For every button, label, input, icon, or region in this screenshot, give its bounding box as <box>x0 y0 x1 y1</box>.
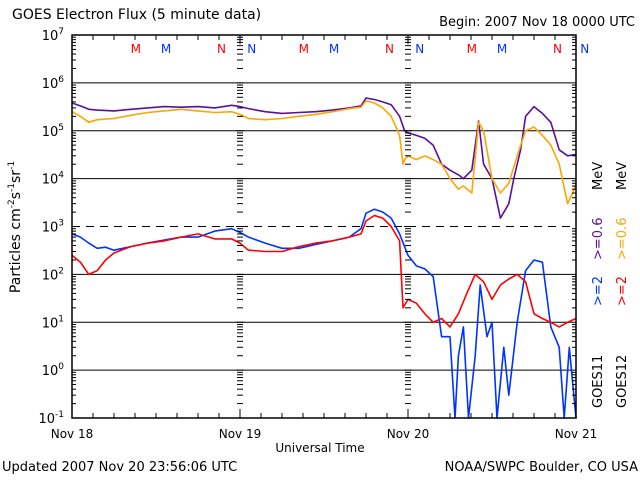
satellite-marker: M <box>467 42 477 56</box>
y-tick-label: 100 <box>42 362 65 379</box>
y-tick-base: 10 <box>42 268 59 283</box>
legend-goes11-ge06: >=0.6 <box>591 218 606 260</box>
x-tick-labels: Nov 18 Nov 19 Nov 20 Nov 21 <box>51 427 598 441</box>
y-tick-exponent: 7 <box>58 27 64 37</box>
y-tick-base: 10 <box>42 173 59 188</box>
legend-goes11-sat: GOES11 <box>591 355 606 408</box>
satellite-marker: M <box>299 42 309 56</box>
y-axis-label-sup: -1 <box>7 161 17 170</box>
x-tick-label: Nov 20 <box>387 427 430 441</box>
y-axis-label-sup: -2 <box>7 199 17 208</box>
y-axis-label-main: Particles cm <box>8 208 24 293</box>
satellite-marker: M <box>329 42 339 56</box>
satellite-marker: M <box>497 42 507 56</box>
updated-timestamp: Updated 2007 Nov 20 23:56:06 UTC <box>2 460 238 475</box>
y-tick-exponent: 2 <box>58 266 64 276</box>
y-axis-label: Particles cm-2s-1sr-1 <box>7 161 24 293</box>
x-tick-label: Nov 19 <box>219 427 262 441</box>
satellite-marker: N <box>385 42 394 56</box>
satellite-marker: N <box>415 42 424 56</box>
satellite-marker: M <box>131 42 141 56</box>
plot-frame <box>71 34 577 419</box>
y-tick-base: 10 <box>38 412 55 427</box>
legend-goes12-ge06: >=0.6 <box>615 218 630 260</box>
satellite-marker: N <box>247 42 256 56</box>
y-tick-label: 10-1 <box>38 410 64 427</box>
series-line <box>71 97 577 219</box>
frame-layer <box>71 34 577 419</box>
y-tick-exponent: 6 <box>58 75 64 85</box>
y-tick-exponent: 1 <box>58 314 64 324</box>
satellite-marker: N <box>553 42 562 56</box>
legend-goes12-sat: GOES12 <box>615 355 630 408</box>
legend-goes12-ge2: >=2 <box>615 276 630 306</box>
y-tick-label: 104 <box>42 171 65 188</box>
y-tick-base: 10 <box>42 29 59 44</box>
x-tick-label: Nov 21 <box>555 427 598 441</box>
y-tick-label: 101 <box>42 314 64 331</box>
satellite-marker: N <box>217 42 226 56</box>
chart-title: GOES Electron Flux (5 minute data) <box>12 7 262 23</box>
y-tick-base: 10 <box>42 316 59 331</box>
y-tick-exponent: -1 <box>55 410 64 420</box>
x-tick-label: Nov 18 <box>51 427 94 441</box>
series-line <box>71 214 577 328</box>
y-tick-label: 106 <box>42 75 65 92</box>
y-tick-base: 10 <box>42 364 59 379</box>
y-axis-label-sup: -1 <box>7 183 17 192</box>
legend-goes12-unit: MeV <box>615 162 630 190</box>
y-tick-exponent: 3 <box>58 219 64 229</box>
legend: GOES11 GOES12 >=2 >=2 >=0.6 >=0.6 MeV Me… <box>591 162 630 408</box>
series-line <box>71 100 577 205</box>
y-tick-label: 102 <box>42 266 64 283</box>
x-axis-label: Universal Time <box>275 441 365 455</box>
series-layer <box>71 97 577 419</box>
satellite-marker: N <box>580 42 589 56</box>
y-tick-label: 107 <box>42 27 64 44</box>
y-axis-label-sr: sr <box>8 170 24 183</box>
y-tick-base: 10 <box>42 125 59 140</box>
series-line <box>71 208 577 419</box>
y-tick-label: 105 <box>42 123 64 140</box>
legend-goes11-ge2: >=2 <box>591 276 606 306</box>
y-tick-exponent: 0 <box>58 362 64 372</box>
y-tick-label: 103 <box>42 219 64 236</box>
y-tick-base: 10 <box>42 77 59 92</box>
legend-goes11-unit: MeV <box>591 162 606 190</box>
y-tick-exponent: 4 <box>58 171 64 181</box>
satellite-marker: M <box>161 42 171 56</box>
grid-layer <box>72 82 576 371</box>
credit-text: NOAA/SWPC Boulder, CO USA <box>444 460 638 475</box>
y-axis-label-s: s <box>8 192 24 199</box>
begin-time: Begin: 2007 Nov 18 0000 UTC <box>439 15 635 30</box>
y-tick-exponent: 5 <box>58 123 64 133</box>
y-tick-base: 10 <box>42 221 59 236</box>
